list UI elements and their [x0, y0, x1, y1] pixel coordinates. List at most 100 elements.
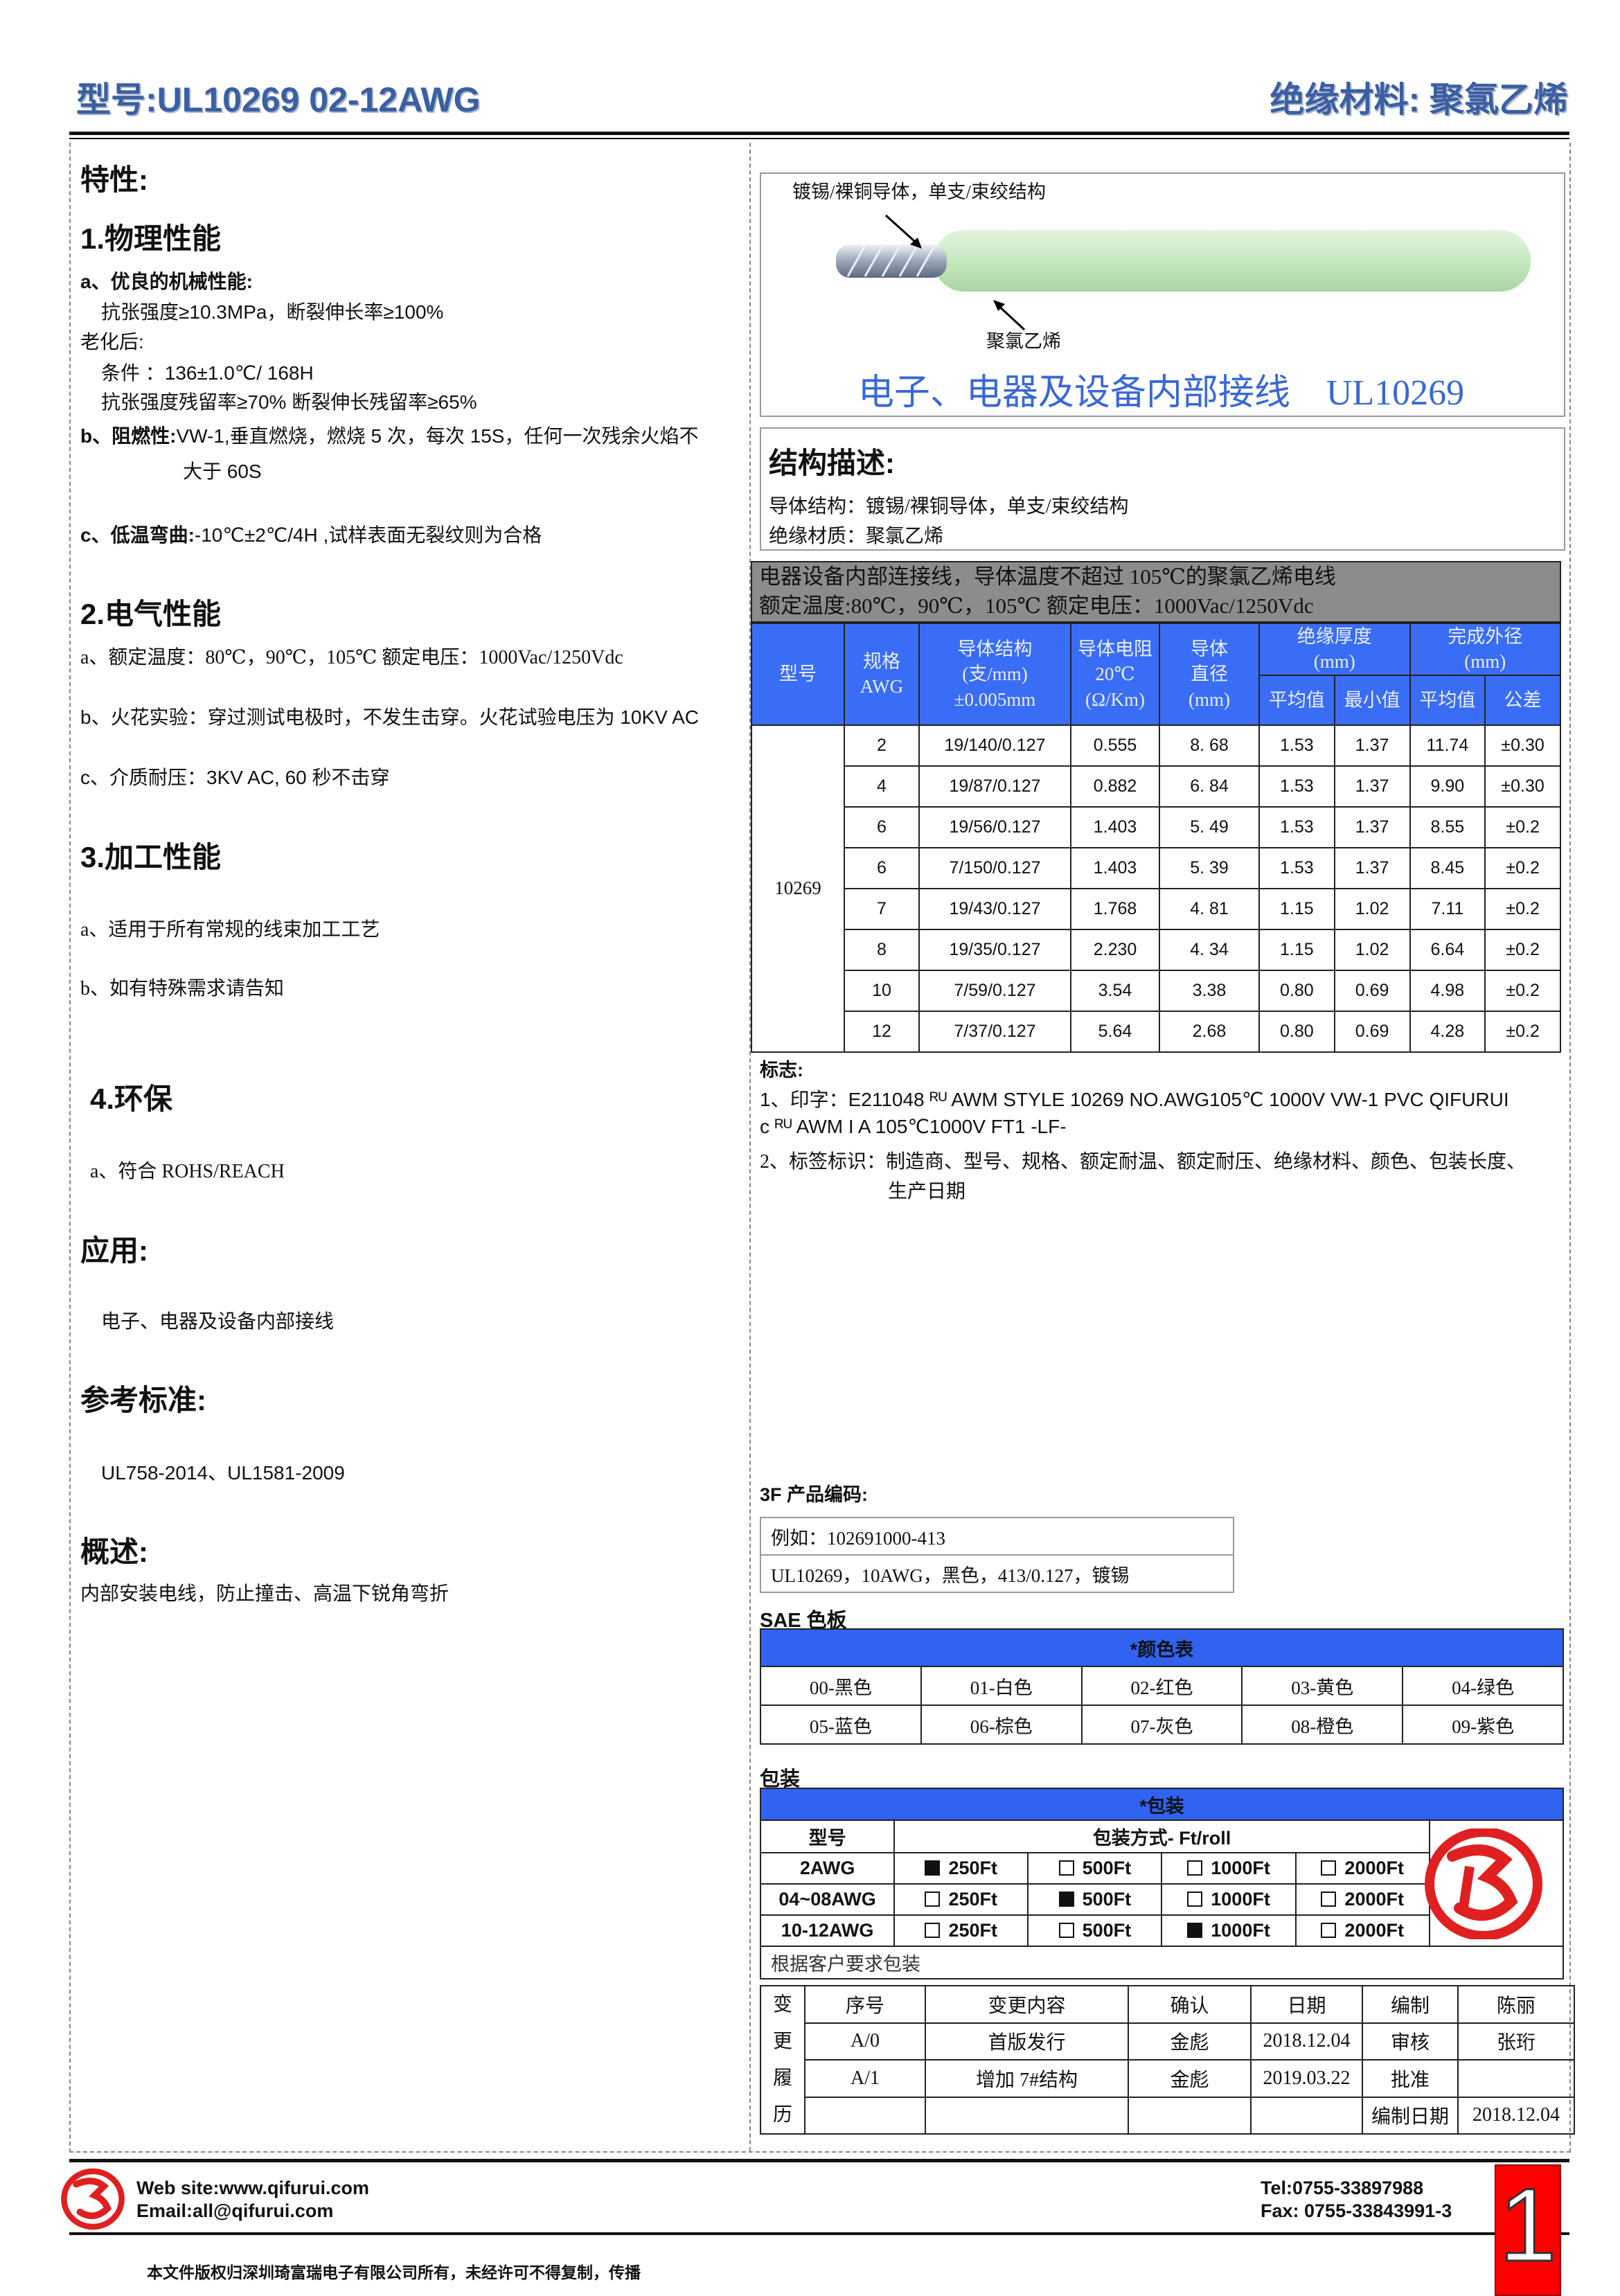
- color-swatch-label: 08-橙色: [1241, 1705, 1404, 1745]
- cell-diameter: 6. 84: [1159, 765, 1260, 808]
- packing-option[interactable]: 250Ft: [893, 1852, 1029, 1885]
- checkbox-empty-icon[interactable]: [1058, 1923, 1074, 1938]
- checkbox-empty-icon[interactable]: [1187, 1860, 1203, 1876]
- change-row: 编制日期 2018.12.04: [760, 2096, 1575, 2135]
- env-title: 4.环保: [90, 1083, 173, 1115]
- cell-insulation-avg: 1.53: [1258, 846, 1335, 889]
- packing-option[interactable]: 500Ft: [1027, 1883, 1163, 1916]
- cell-structure: 7/37/0.127: [918, 1010, 1071, 1053]
- checkbox-empty-icon[interactable]: [1321, 1860, 1337, 1876]
- cell-resistance: 1.403: [1070, 806, 1160, 848]
- code-title: 3F 产品编码:: [760, 1484, 869, 1505]
- checkbox-empty-icon[interactable]: [925, 1892, 941, 1907]
- cell-insulation-avg: 1.15: [1258, 887, 1335, 930]
- color-table: *颜色表 00-黑色 01-白色 02-红色 03-黄色 04-绿色 05-蓝色 06-棕色 0…: [760, 1628, 1564, 1745]
- checkbox-checked-icon[interactable]: [1187, 1923, 1203, 1938]
- footer-website[interactable]: Web site:www.qifurui.com: [136, 2178, 370, 2198]
- table-row: 6 7/150/0.127 1.403 5. 39 1.53 1.37 8.45 ±0.2: [751, 846, 1561, 889]
- packing-option-label: 1000Ft: [1211, 1858, 1270, 1878]
- cold-bend-line: c、低温弯曲:-10℃±2℃/4H ,试样表面无裂纹则为合格: [80, 520, 542, 548]
- flame-text-cont: 大于 60S: [183, 461, 262, 482]
- packing-model: 2AWG: [759, 1852, 896, 1885]
- cell-resistance: 0.882: [1070, 765, 1160, 808]
- cell-diameter: 5. 49: [1159, 806, 1260, 848]
- checkbox-empty-icon[interactable]: [925, 1923, 941, 1938]
- packing-option[interactable]: 500Ft: [1027, 1852, 1163, 1885]
- cell-od-avg: 11.74: [1409, 724, 1486, 767]
- cell-insulation-min: 1.37: [1333, 724, 1411, 767]
- cell-insulation-avg: 1.53: [1258, 765, 1335, 808]
- cell-od-avg: 4.28: [1409, 1010, 1486, 1053]
- copyright-notice: 本文件版权归深圳琦富瑞电子有限公司所有，未经许可不得复制，传播: [147, 2263, 641, 2281]
- table-row: 8 19/35/0.127 2.230 4. 34 1.15 1.02 6.64 ±0.2: [751, 928, 1561, 971]
- footer-email[interactable]: Email:all@qifurui.com: [136, 2200, 334, 2221]
- change-header-row: 变更履历 序号 变更内容 确认 日期 编制 陈丽: [760, 1985, 1575, 2135]
- checkbox-checked-icon[interactable]: [925, 1860, 941, 1876]
- cell-insulation-avg: 1.53: [1258, 724, 1335, 767]
- table-row: 6 19/56/0.127 1.403 5. 49 1.53 1.37 8.55 ±0.2: [751, 806, 1561, 848]
- electrical-b: b、火花实验：穿过测试电极时，不发生击穿。火花试验电压为 10KV AC: [80, 706, 699, 728]
- footer-logo: [60, 2168, 126, 2234]
- footer-fax: Fax: 0755-33843991-3: [1261, 2200, 1452, 2221]
- packing-option-label: 2000Ft: [1344, 1858, 1404, 1878]
- change-header-cell: 确认: [1128, 1985, 1252, 2024]
- change-header-cell: 陈丽: [1457, 1985, 1575, 2024]
- change-row: A/0 首版发行 金彪 2018.12.04 审核 张珩: [760, 2022, 1575, 2061]
- arrow-icon: [884, 214, 922, 249]
- checkbox-empty-icon[interactable]: [1321, 1892, 1337, 1907]
- checkbox-empty-icon[interactable]: [1058, 1860, 1074, 1876]
- packing-option[interactable]: 1000Ft: [1161, 1852, 1297, 1885]
- material-title: 绝缘材料: 聚氯乙烯: [1270, 80, 1568, 119]
- color-swatch-label: 07-灰色: [1080, 1705, 1243, 1745]
- conductor-label: 镀锡/裸铜导体，单支/束绞结构: [792, 181, 1047, 202]
- table-row: 10269 2 19/140/0.127 0.555 8. 68 1.53 1.37 11.7…: [751, 724, 1561, 1053]
- packing-option[interactable]: 2000Ft: [1294, 1914, 1430, 1947]
- cell-awg: 8: [844, 928, 920, 971]
- code-example: 例如：102691000-413: [760, 1517, 1234, 1556]
- retention-text: 抗张强度残留率≥70% 断裂伸长残留率≥65%: [101, 391, 477, 413]
- cell-od-avg: 8.55: [1409, 806, 1486, 848]
- packing-option[interactable]: 2000Ft: [1294, 1883, 1430, 1916]
- insulation-label: 聚氯乙烯: [986, 331, 1061, 352]
- cell-resistance: 3.54: [1070, 969, 1160, 1012]
- change-cell: 增加 7#结构: [925, 2059, 1129, 2098]
- cell-diameter: 3.38: [1159, 969, 1260, 1012]
- cell-structure: 19/35/0.127: [918, 928, 1071, 971]
- packing-option[interactable]: 1000Ft: [1161, 1883, 1297, 1916]
- color-header-row: *颜色表: [760, 1628, 1564, 1667]
- packing-note-row: 根据客户要求包装: [760, 1946, 1564, 1979]
- change-cell: [925, 2096, 1129, 2135]
- standards-title: 参考标准:: [80, 1384, 206, 1416]
- marking-line4: 生产日期: [888, 1181, 966, 1202]
- checkbox-checked-icon[interactable]: [1058, 1892, 1074, 1907]
- code-box: 例如：102691000-413 UL10269，10AWG，黑色，413/0.…: [760, 1517, 1234, 1593]
- packing-table: *包装 型号 包装方式- Ft/roll 2AWG 250Ft 500Ft 1000Ft 20…: [759, 1788, 1565, 1979]
- packing-option-label: 250Ft: [948, 1858, 997, 1878]
- model-title: 型号:UL10269 02-12AWG: [76, 80, 481, 119]
- conductor-strands: [846, 245, 936, 277]
- wire-illustration: [836, 214, 1531, 331]
- application-title: 应用:: [80, 1234, 148, 1267]
- color-swatch-label: 00-黑色: [760, 1666, 922, 1706]
- page-frame: [69, 143, 1571, 2153]
- packing-option[interactable]: 250Ft: [893, 1883, 1029, 1916]
- cell-resistance: 1.403: [1070, 846, 1160, 889]
- cell-tolerance: ±0.2: [1484, 969, 1561, 1012]
- cell-resistance: 0.555: [1070, 724, 1160, 767]
- checkbox-empty-icon[interactable]: [1321, 1923, 1337, 1938]
- change-cell: 审核: [1362, 2022, 1459, 2061]
- change-cell: 张珩: [1457, 2022, 1575, 2061]
- packing-option[interactable]: 2000Ft: [1294, 1852, 1430, 1885]
- table-row: 7 19/43/0.127 1.768 4. 81 1.15 1.02 7.11 ±0.2: [751, 887, 1561, 930]
- packing-option[interactable]: 1000Ft: [1161, 1914, 1297, 1947]
- change-header-cell: 日期: [1250, 1985, 1363, 2024]
- packing-option-label: 1000Ft: [1211, 1920, 1270, 1941]
- checkbox-empty-icon[interactable]: [1187, 1892, 1203, 1907]
- packing-option[interactable]: 500Ft: [1027, 1914, 1163, 1947]
- env-a: a、符合 ROHS/REACH: [90, 1161, 285, 1182]
- packing-table-header: *包装: [760, 1788, 1564, 1821]
- cell-diameter: 8. 68: [1159, 724, 1260, 767]
- cell-insulation-avg: 0.80: [1258, 969, 1335, 1012]
- packing-option[interactable]: 250Ft: [893, 1914, 1029, 1947]
- cell-tolerance: ±0.2: [1484, 928, 1561, 971]
